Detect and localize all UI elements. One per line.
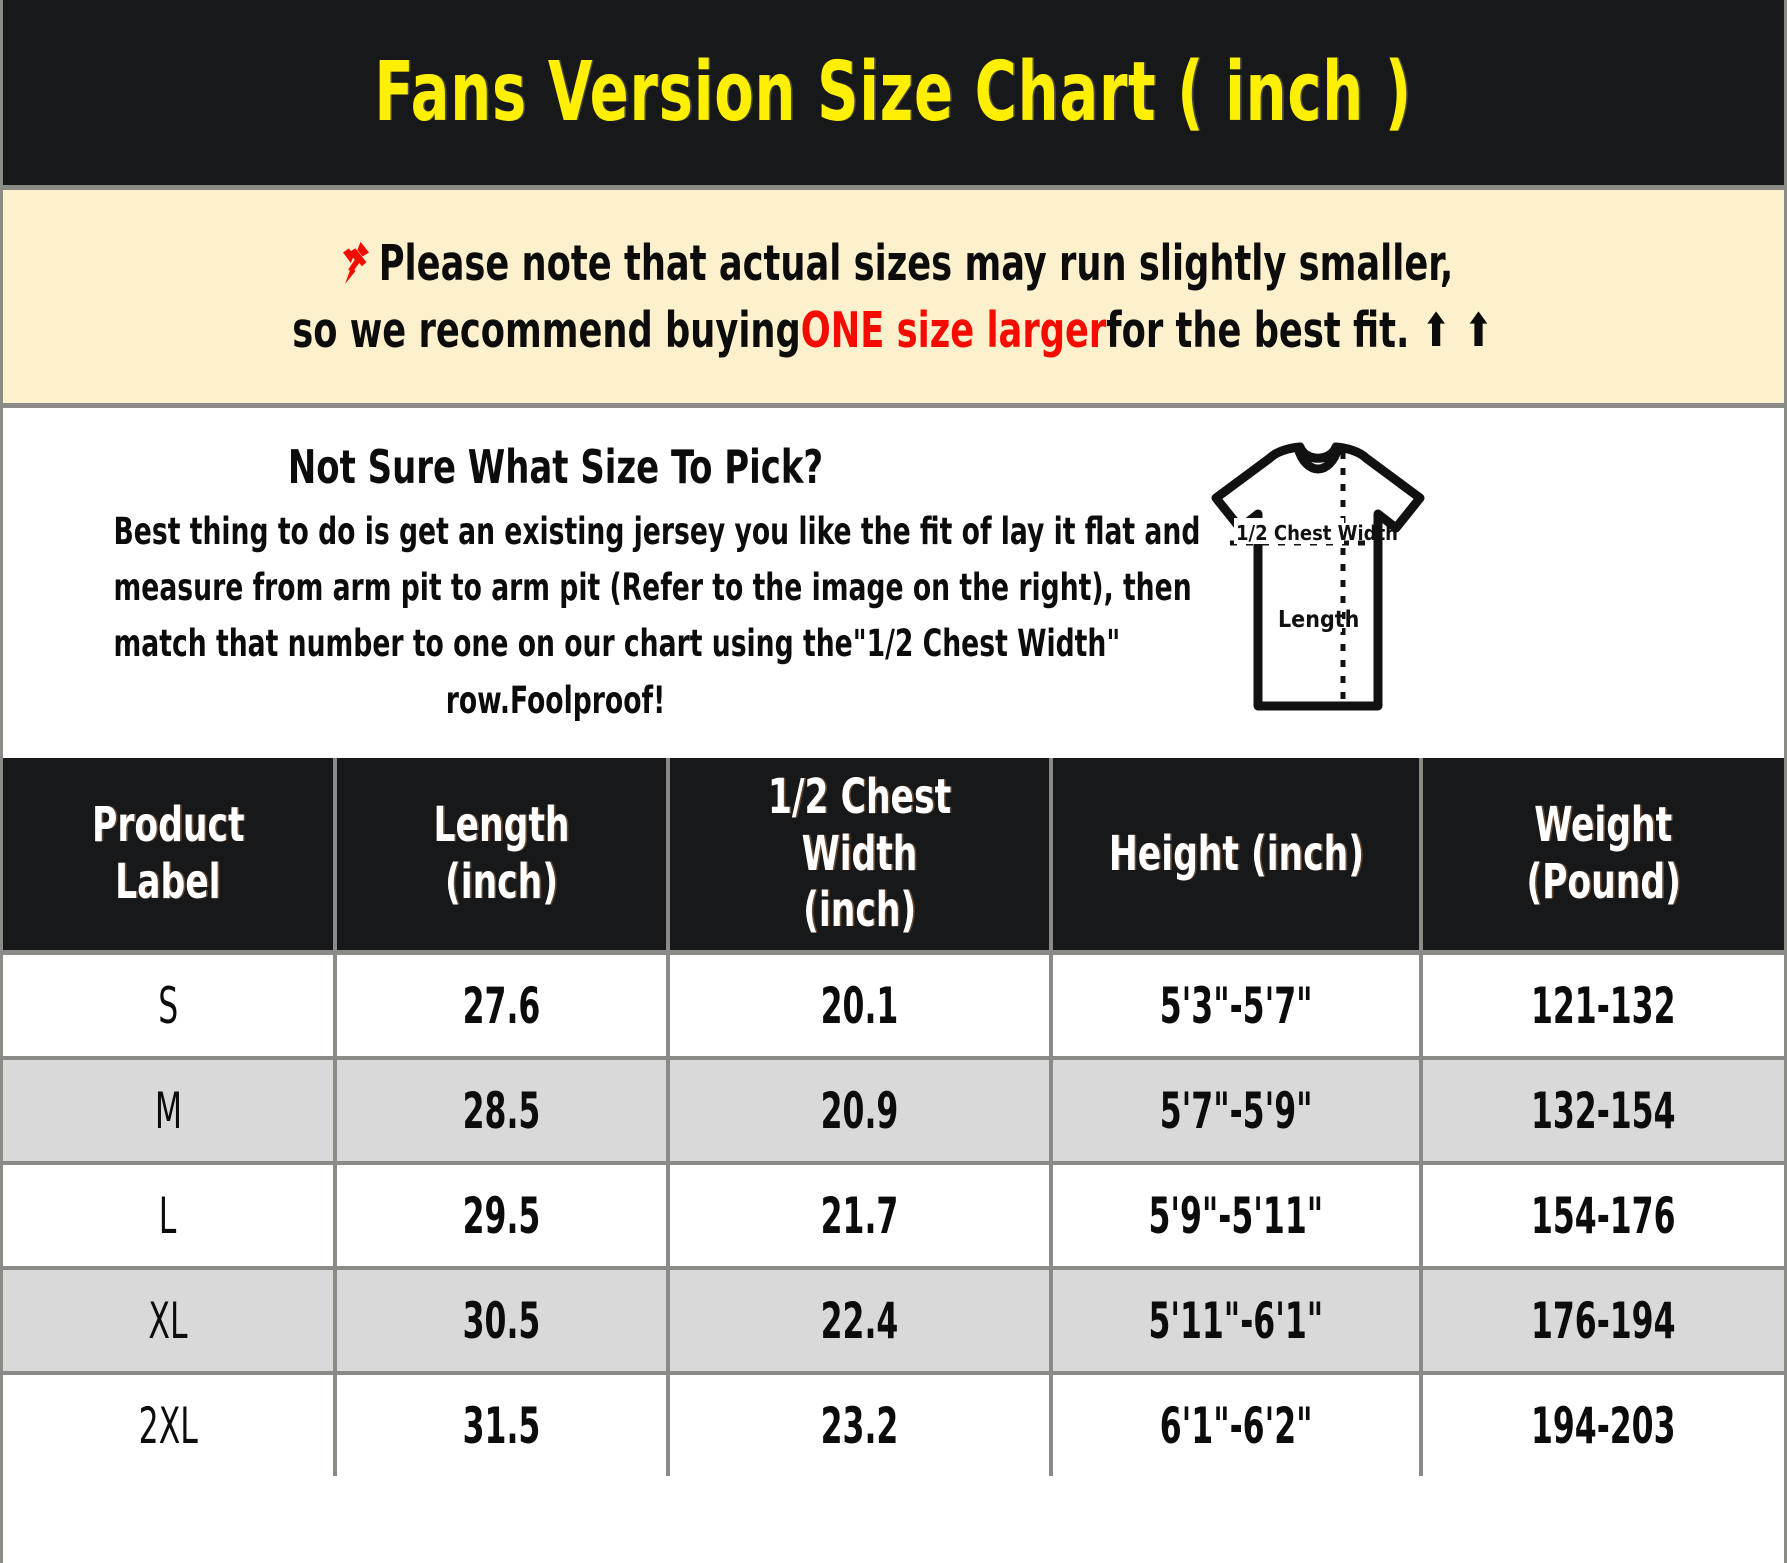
advice-body-line: Best thing to do is get an existing jers… — [113, 510, 1201, 553]
page-title: Fans Version Size Chart ( inch ) — [374, 45, 1413, 140]
table-row: M 28.5 20.9 5'7"-5'9" 132-154 — [3, 1058, 1784, 1165]
cell-weight: 176-194 — [1421, 1268, 1784, 1375]
column-header-product-label: Product Label — [3, 758, 337, 955]
cell-weight: 132-154 — [1421, 1058, 1784, 1165]
advice-section: Not Sure What Size To Pick? Best thing t… — [3, 408, 1784, 758]
cell-half-chest-width: 20.1 — [668, 952, 1053, 1060]
cell-length: 28.5 — [335, 1058, 670, 1165]
note-emphasis-one-size-larger: ONE size larger — [801, 301, 1107, 359]
column-header-half-chest-width: 1/2 Chest Width (inch) — [668, 758, 1053, 955]
cell-weight: 154-176 — [1421, 1163, 1784, 1270]
note-line-2-prefix: so we recommend buying — [292, 301, 802, 359]
column-header-weight: Weight (Pound) — [1421, 758, 1784, 955]
advice-body-line: measure from arm pit to arm pit (Refer t… — [113, 566, 1192, 610]
table-row: S 27.6 20.1 5'3"-5'7" 121-132 — [3, 952, 1784, 1060]
cell-length: 27.6 — [335, 952, 670, 1060]
cell-height: 5'3"-5'7" — [1051, 952, 1423, 1060]
cell-length: 29.5 — [335, 1163, 670, 1270]
advice-body-line: row.Foolproof! — [445, 678, 666, 722]
cell-product-label: L — [3, 1163, 337, 1270]
table-row: 2XL 31.5 23.2 6'1"-6'2" 194-203 — [3, 1373, 1784, 1476]
advice-body-line: match that number to one on our chart us… — [113, 622, 1121, 666]
cell-weight: 121-132 — [1421, 952, 1784, 1060]
note-line-1: Please note that actual sizes may run sl… — [334, 235, 1453, 292]
cell-product-label: M — [3, 1058, 337, 1165]
up-arrow-icon: ⬆ ⬆ — [1422, 303, 1495, 357]
cell-height: 5'11"-6'1" — [1051, 1268, 1423, 1375]
cell-half-chest-width: 22.4 — [668, 1268, 1053, 1375]
note-line-2-suffix: for the best fit. — [1106, 301, 1410, 359]
chest-width-label: 1/2 Chest Width — [1236, 521, 1398, 545]
chart-title-bar: Fans Version Size Chart ( inch ) — [3, 0, 1784, 190]
cell-length: 30.5 — [335, 1268, 670, 1375]
table-header-row: Product Label Length (inch) 1/2 Chest Wi… — [3, 758, 1784, 955]
note-line-1-text: Please note that actual sizes may run sl… — [378, 234, 1454, 292]
table-row: L 29.5 21.7 5'9"-5'11" 154-176 — [3, 1163, 1784, 1270]
column-header-length: Length (inch) — [335, 758, 670, 955]
note-line-2: so we recommend buying ONE size larger f… — [293, 302, 1495, 359]
cell-height: 5'9"-5'11" — [1051, 1163, 1423, 1270]
sizing-note-banner: Please note that actual sizes may run sl… — [3, 190, 1784, 408]
cell-product-label: S — [3, 952, 337, 1060]
cell-half-chest-width: 23.2 — [668, 1373, 1053, 1476]
size-chart-table: Product Label Length (inch) 1/2 Chest Wi… — [3, 758, 1784, 1476]
cell-length: 31.5 — [335, 1373, 670, 1476]
cell-product-label: 2XL — [3, 1373, 337, 1476]
tshirt-outline-icon: 1/2 Chest Width Length — [1211, 442, 1425, 711]
column-header-height: Height (inch) — [1051, 758, 1423, 955]
advice-heading: Not Sure What Size To Pick? — [287, 440, 824, 494]
cell-half-chest-width: 21.7 — [668, 1163, 1053, 1270]
advice-text-block: Not Sure What Size To Pick? Best thing t… — [3, 430, 1201, 729]
pushpin-icon — [342, 241, 369, 285]
shirt-diagram-wrap: 1/2 Chest Width Length — [1108, 430, 1784, 736]
cell-height: 6'1"-6'2" — [1051, 1373, 1423, 1476]
cell-product-label: XL — [3, 1268, 337, 1375]
cell-half-chest-width: 20.9 — [668, 1058, 1053, 1165]
table-row: XL 30.5 22.4 5'11"-6'1" 176-194 — [3, 1268, 1784, 1375]
cell-height: 5'7"-5'9" — [1051, 1058, 1423, 1165]
length-label: Length — [1278, 607, 1359, 633]
cell-weight: 194-203 — [1421, 1373, 1784, 1476]
